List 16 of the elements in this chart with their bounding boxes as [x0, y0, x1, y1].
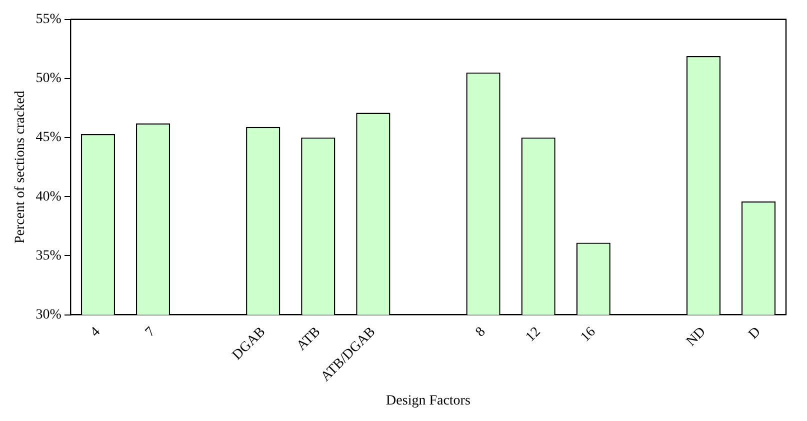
x-tick-label: 16: [578, 324, 599, 346]
y-tick-label: 50%: [36, 71, 62, 86]
x-tick-label: D: [746, 324, 764, 342]
x-tick-label: ND: [684, 324, 709, 350]
x-tick-label: 7: [142, 324, 158, 340]
y-tick-label: 55%: [36, 12, 62, 28]
y-tick-label: 45%: [36, 130, 62, 146]
y-tick-label: 40%: [36, 189, 62, 204]
y-axis-title: Percent of sections cracked: [13, 90, 28, 244]
x-axis-title: Design Factors: [386, 393, 470, 408]
y-tick-label: 35%: [36, 248, 62, 264]
x-tick-label: 4: [88, 324, 104, 340]
y-tick-label: 30%: [36, 307, 62, 322]
x-tick-label: 12: [523, 324, 544, 346]
x-tick-label: ATB: [294, 324, 324, 354]
x-tick-label: 8: [473, 324, 489, 340]
